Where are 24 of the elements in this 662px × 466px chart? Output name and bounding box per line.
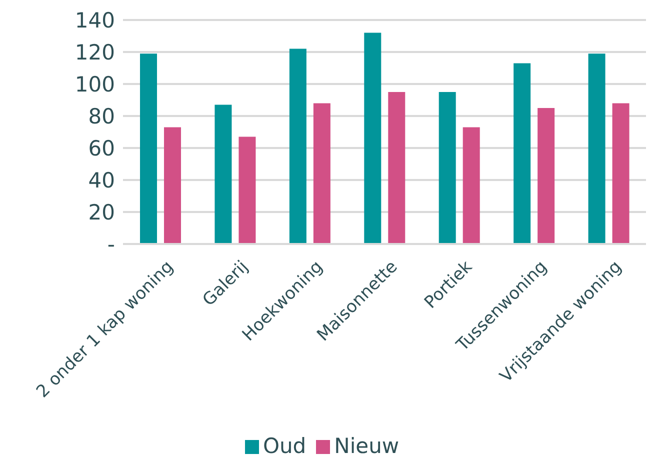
bar xyxy=(313,103,330,244)
bar xyxy=(514,63,531,244)
y-tick-label: 140 xyxy=(74,8,115,32)
y-tick-label: 40 xyxy=(88,168,115,192)
bar xyxy=(164,127,181,244)
bar xyxy=(588,54,606,244)
bar xyxy=(438,92,456,244)
y-tick-label: - xyxy=(107,232,115,256)
bar xyxy=(538,108,555,244)
bar xyxy=(462,127,480,244)
y-tick-label: 60 xyxy=(88,136,115,160)
legend-label: Nieuw xyxy=(334,434,400,458)
legend-label: Oud xyxy=(262,434,306,458)
bar xyxy=(289,48,306,244)
y-tick-label: 20 xyxy=(88,200,115,224)
bar xyxy=(388,92,406,244)
bar xyxy=(214,104,232,244)
y-tick-label: 80 xyxy=(88,104,115,128)
bar xyxy=(238,136,256,244)
bar xyxy=(364,32,382,244)
y-tick-label: 100 xyxy=(74,72,115,96)
bar xyxy=(612,103,630,244)
y-tick-label: 120 xyxy=(74,40,115,64)
bar xyxy=(140,54,157,244)
